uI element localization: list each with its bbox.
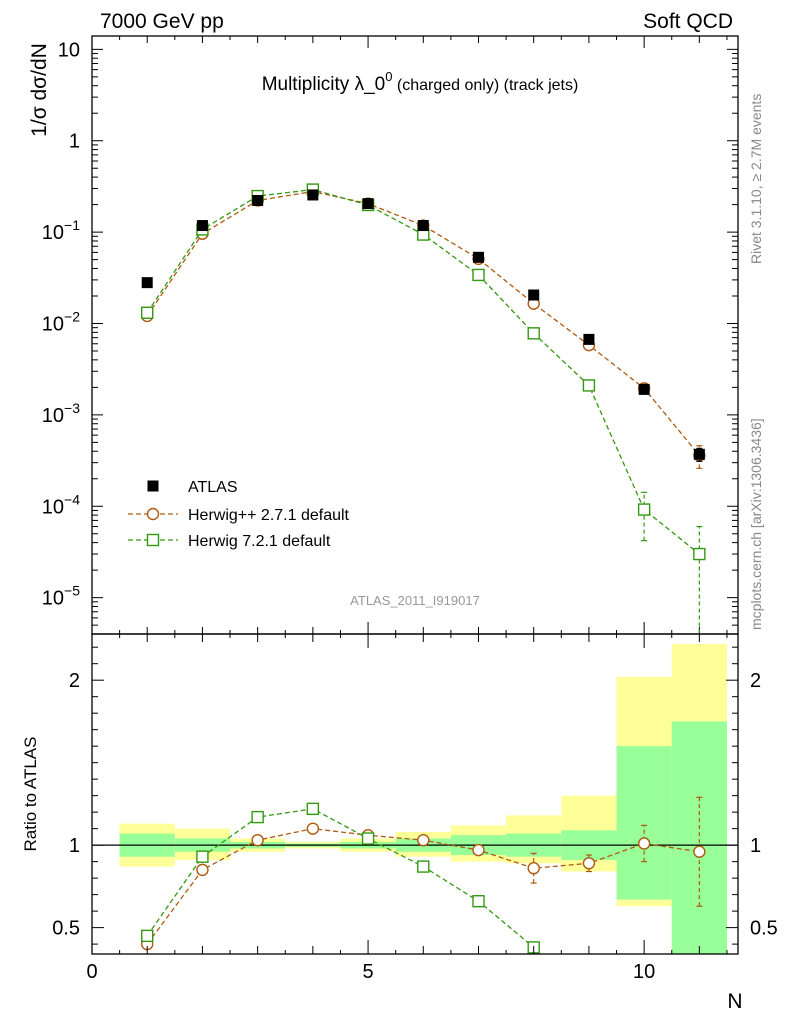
ratio-x-tick-label: 5 <box>363 961 374 983</box>
ratio-series-layer <box>141 796 706 954</box>
ratio-point-square <box>141 929 154 943</box>
top-y-tick-label: 10−4 <box>42 491 80 518</box>
top-series-layer <box>141 183 706 634</box>
point-data <box>472 251 484 263</box>
point-data <box>528 289 540 301</box>
ratio-point-circle <box>472 843 485 857</box>
series-line-circle <box>146 190 700 456</box>
mcplots-label: mcplots.cern.ch [arXiv:1306.3436] <box>748 418 764 630</box>
ratio-line-square <box>146 808 535 948</box>
x-axis-label: N <box>727 990 742 1013</box>
ratio-point-circle <box>417 833 430 847</box>
ratio-y-tick-label-right: 1 <box>750 835 761 857</box>
rivet-version-label: Rivet 3.1.10, ≥ 2.7M events <box>748 94 764 264</box>
ratio-y-tick-label-right: 2 <box>750 670 761 692</box>
point-square <box>472 268 485 282</box>
plot-title-main: Multiplicity λ_0 <box>262 74 386 95</box>
point-square <box>141 306 154 319</box>
legend: ATLAS Herwig++ 2.7.1 default Herwig 7.2.1 … <box>128 479 350 550</box>
main-distribution-panel: Multiplicity λ_00 (charged only) (track … <box>28 36 738 635</box>
ratio-point-circle <box>693 845 706 858</box>
ratio-y-tick-label-left: 2 <box>69 670 80 692</box>
ratio-point-square <box>361 832 375 845</box>
top-y-tick-label: 10 <box>58 39 80 61</box>
ratio-x-tick-label: 10 <box>633 961 655 983</box>
ratio-point-circle <box>306 822 320 835</box>
ratio-point-circle <box>582 857 596 870</box>
point-data <box>141 277 153 289</box>
top-y-tick-label: 10−2 <box>42 308 80 335</box>
energy-label: 7000 GeV pp <box>100 10 224 33</box>
ratio-point-circle <box>527 862 540 875</box>
process-label: Soft QCD <box>643 10 733 33</box>
point-data <box>196 220 208 232</box>
legend-marker-circle <box>146 507 160 521</box>
legend-label: Herwig 7.2.1 default <box>188 533 331 550</box>
ratio-point-square <box>251 810 264 824</box>
ratio-point-circle <box>251 833 264 847</box>
point-data <box>362 198 374 210</box>
ratio-y-tick-label-right: 0.5 <box>750 918 778 940</box>
ratio-point-circle <box>637 837 651 850</box>
plot-title-qualifier: (charged only) (track jets) <box>392 77 578 94</box>
ratio-x-tick-label: 0 <box>86 961 97 983</box>
point-data <box>252 194 264 206</box>
ratio-point-square <box>196 850 209 863</box>
legend-marker-data <box>147 480 159 492</box>
legend-label: Herwig++ 2.7.1 default <box>188 507 350 524</box>
point-square <box>527 327 540 340</box>
top-y-tick-label: 1 <box>69 131 80 153</box>
plot-title: Multiplicity λ_00 (charged only) (track … <box>262 69 579 95</box>
ratio-ticks: 0 5 10 0.5 0.5 1 1 2 2 <box>52 634 778 983</box>
ratio-y-tick-label-left: 0.5 <box>52 918 80 940</box>
uncertainty-bands <box>119 643 727 954</box>
top-y-tick-label: 10−1 <box>42 217 80 244</box>
top-y-tick-label: 10−5 <box>42 583 80 610</box>
point-square <box>582 379 596 392</box>
ratio-point-square <box>417 860 430 873</box>
ratio-point-square <box>472 895 485 908</box>
analysis-watermark: ATLAS_2011_I919017 <box>350 593 480 608</box>
series-line-square <box>146 188 700 555</box>
point-data <box>638 383 650 395</box>
legend-label: ATLAS <box>188 479 238 496</box>
ratio-y-axis-label: Ratio to ATLAS <box>21 737 40 852</box>
inner-band-bin <box>616 746 672 900</box>
legend-marker-square <box>146 533 160 547</box>
point-data <box>693 448 705 460</box>
top-y-ticks: 10 1 10−1 10−2 10−3 10−4 10−5 <box>42 36 738 635</box>
ratio-y-tick-label-left: 1 <box>69 835 80 857</box>
inner-band-bin <box>671 721 727 954</box>
ratio-point-square <box>306 802 320 816</box>
point-square <box>693 547 706 561</box>
ratio-point-circle <box>196 863 209 877</box>
top-y-axis-label: 1/σ dσ/dN <box>28 43 51 137</box>
ratio-panel-frame <box>91 633 739 955</box>
top-y-tick-label: 10−3 <box>42 400 80 427</box>
point-data <box>307 189 319 201</box>
ratio-panel: 0 5 10 0.5 0.5 1 1 2 2 Ratio to ATLAS N <box>21 634 778 1013</box>
point-data <box>417 220 429 232</box>
plot-title-superscript: 0 <box>385 69 392 84</box>
point-data <box>583 333 595 345</box>
point-square <box>637 503 651 516</box>
